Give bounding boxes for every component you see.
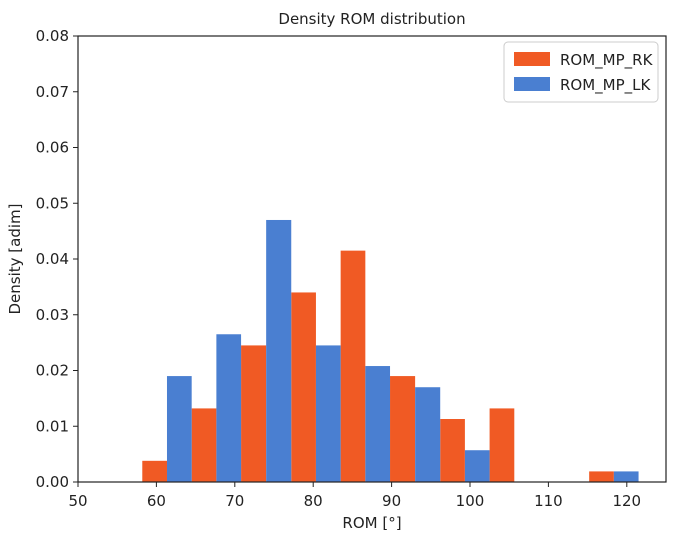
legend-swatch-rom-mp-lk	[514, 77, 550, 91]
legend-label-rom-mp-rk: ROM_MP_RK	[560, 51, 654, 70]
y-tick-label: 0.03	[36, 306, 69, 324]
bar-rom-mp-lk-bin-4	[315, 345, 341, 482]
bar-rom-mp-rk-bin-7	[440, 419, 465, 482]
bar-rom-mp-lk-bin-3	[266, 219, 292, 482]
y-tick-label: 0.05	[36, 194, 69, 212]
y-tick-label: 0.06	[36, 139, 69, 157]
y-axis-label: Density [adim]	[6, 204, 24, 315]
x-tick-label: 50	[68, 492, 87, 510]
bar-rom-mp-lk-bin-2	[216, 334, 242, 482]
bar-rom-mp-lk-bin-6	[415, 387, 441, 482]
bar-rom-mp-lk-bin-5	[365, 366, 391, 482]
y-tick-label: 0.02	[36, 362, 69, 380]
bar-rom-mp-rk-bin-2	[191, 408, 217, 482]
y-tick-label: 0.04	[36, 250, 69, 268]
bar-rom-mp-rk-bin-10	[589, 471, 614, 482]
bar-rom-mp-rk-bin-5	[340, 250, 366, 482]
x-tick-label: 60	[147, 492, 166, 510]
plot-frame	[77, 35, 667, 483]
bar-rom-mp-lk-bin-1	[166, 376, 192, 482]
y-tick-label: 0.07	[36, 83, 69, 101]
y-axis: 0.00 0.01 0.02 0.03 0.04 0.05 0.06 0.07 0.08	[36, 27, 78, 491]
bars-group	[142, 219, 639, 482]
y-tick-label: 0.00	[36, 473, 69, 491]
bar-rom-mp-rk-bin-4	[291, 292, 316, 482]
y-tick-label: 0.08	[36, 27, 69, 45]
bar-rom-mp-rk-bin-1	[142, 460, 167, 482]
bar-rom-mp-lk-bin-10	[613, 471, 639, 482]
x-tick-label: 100	[456, 492, 485, 510]
x-tick-label: 110	[534, 492, 563, 510]
x-axis-label: ROM [°]	[342, 514, 401, 532]
bar-rom-mp-rk-bin-8	[489, 408, 515, 482]
legend-swatch-rom-mp-rk	[514, 52, 550, 66]
bar-rom-mp-rk-bin-3	[241, 345, 267, 482]
legend-label-rom-mp-lk: ROM_MP_LK	[560, 76, 652, 95]
x-axis: 50 60 70 80 90 100 110 120	[68, 482, 641, 510]
y-tick-label: 0.01	[36, 417, 69, 435]
x-tick-label: 120	[612, 492, 641, 510]
x-tick-label: 90	[382, 492, 401, 510]
bar-rom-mp-rk-bin-6	[390, 376, 416, 482]
legend: ROM_MP_RK ROM_MP_LK	[503, 41, 659, 103]
bar-rom-mp-lk-bin-7	[464, 450, 490, 482]
x-tick-label: 70	[225, 492, 244, 510]
chart-title: Density ROM distribution	[278, 10, 465, 28]
x-tick-label: 80	[304, 492, 323, 510]
